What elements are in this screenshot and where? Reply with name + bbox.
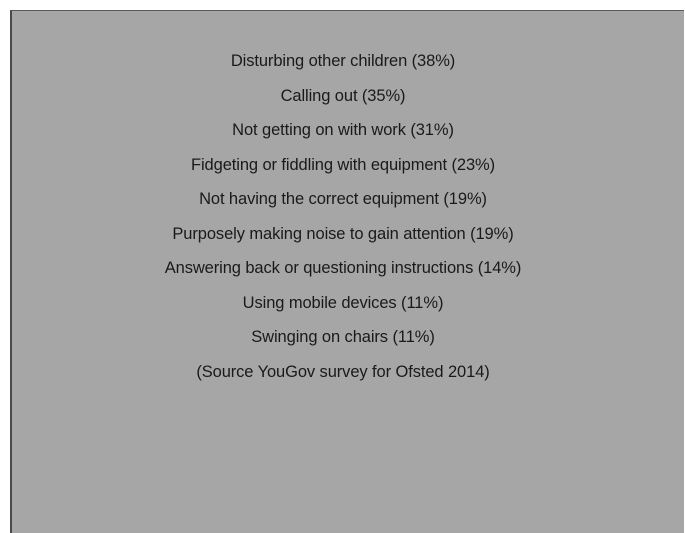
list-item: Purposely making noise to gain attention… <box>172 224 514 243</box>
list-item: Not getting on with work (31%) <box>232 121 454 139</box>
list-item: Calling out (35%) <box>280 86 406 105</box>
list-item: Answering back or questioning instructio… <box>164 259 522 277</box>
behaviour-list: Disturbing other children (38%) Calling … <box>0 48 685 393</box>
list-item: Disturbing other children (38%) <box>230 52 456 70</box>
list-item: Swinging on chairs (11%) <box>251 328 435 346</box>
text-panel: Disturbing other children (38%) Calling … <box>10 10 684 533</box>
list-item: Fidgeting or fiddling with equipment (23… <box>191 155 495 174</box>
list-item: Not having the correct equipment (19%) <box>199 190 487 208</box>
source-note: (Source YouGov survey for Ofsted 2014) <box>196 362 490 381</box>
list-item: Using mobile devices (11%) <box>242 293 444 312</box>
